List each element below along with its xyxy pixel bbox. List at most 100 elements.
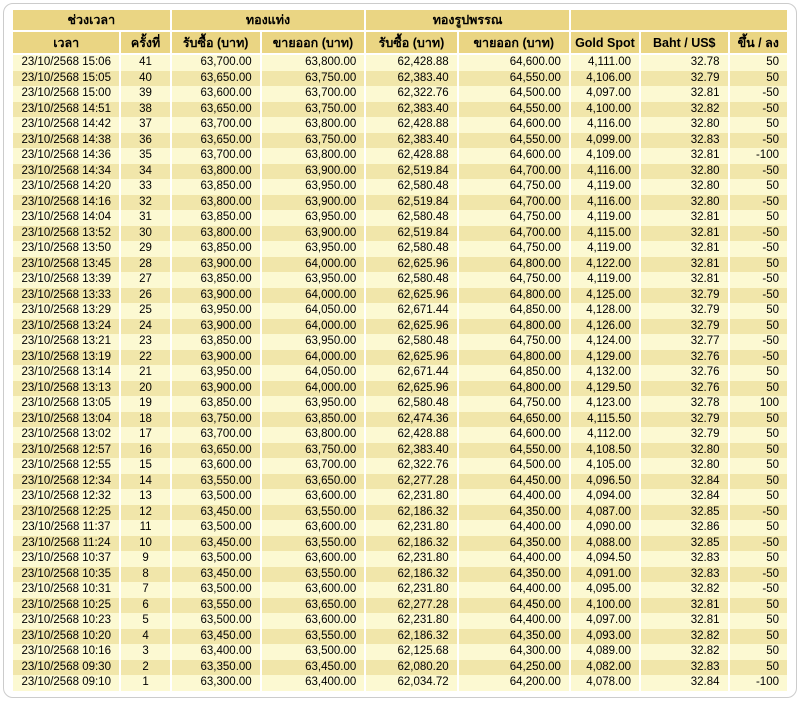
group-header-goldbar: ทองแท่ง	[171, 10, 365, 32]
cell-baht-usd: 32.83	[641, 659, 728, 675]
cell-time: 23/10/2568 13:02	[13, 427, 120, 443]
cell-gold-spot: 4,091.00	[570, 566, 640, 582]
cell-gold-spot: 4,100.00	[570, 101, 640, 117]
cell-time: 23/10/2568 15:06	[13, 55, 120, 71]
cell-ornament-sell: 64,400.00	[458, 582, 569, 598]
cell-baht-usd: 32.79	[641, 70, 728, 86]
cell-time: 23/10/2568 13:50	[13, 241, 120, 257]
cell-time: 23/10/2568 14:04	[13, 210, 120, 226]
table-row: 23/10/2568 14:16 32 63,800.00 63,900.00 62,5…	[13, 194, 787, 210]
cell-round-no: 27	[121, 272, 170, 288]
cell-time: 23/10/2568 14:16	[13, 194, 120, 210]
cell-ornament-buy: 62,671.44	[366, 303, 457, 319]
cell-ornament-sell: 64,400.00	[458, 520, 569, 536]
cell-change: 50	[729, 489, 787, 505]
cell-goldbar-buy: 63,450.00	[171, 566, 260, 582]
cell-baht-usd: 32.80	[641, 179, 728, 195]
cell-baht-usd: 32.83	[641, 566, 728, 582]
cell-goldbar-sell: 63,550.00	[261, 535, 365, 551]
cell-time: 23/10/2568 14:42	[13, 117, 120, 133]
cell-ornament-buy: 62,231.80	[366, 582, 457, 598]
cell-ornament-buy: 62,580.48	[366, 396, 457, 412]
table-row: 23/10/2568 13:05 19 63,850.00 63,950.00 62,5…	[13, 396, 787, 412]
cell-goldbar-buy: 63,450.00	[171, 628, 260, 644]
cell-gold-spot: 4,093.00	[570, 628, 640, 644]
cell-change: 50	[729, 411, 787, 427]
cell-baht-usd: 32.76	[641, 349, 728, 365]
cell-change: -50	[729, 272, 787, 288]
cell-ornament-buy: 62,186.32	[366, 535, 457, 551]
cell-gold-spot: 4,087.00	[570, 504, 640, 520]
cell-goldbar-sell: 64,000.00	[261, 349, 365, 365]
cell-change: 50	[729, 597, 787, 613]
cell-change: 50	[729, 520, 787, 536]
cell-goldbar-buy: 63,900.00	[171, 349, 260, 365]
cell-round-no: 3	[121, 644, 170, 660]
cell-goldbar-sell: 63,550.00	[261, 628, 365, 644]
cell-goldbar-sell: 63,600.00	[261, 582, 365, 598]
cell-change: -50	[729, 334, 787, 350]
cell-time: 23/10/2568 13:52	[13, 225, 120, 241]
cell-gold-spot: 4,105.00	[570, 458, 640, 474]
cell-ornament-buy: 62,519.84	[366, 194, 457, 210]
cell-ornament-sell: 64,600.00	[458, 427, 569, 443]
cell-time: 23/10/2568 12:55	[13, 458, 120, 474]
cell-round-no: 13	[121, 489, 170, 505]
cell-goldbar-buy: 63,700.00	[171, 148, 260, 164]
cell-gold-spot: 4,116.00	[570, 163, 640, 179]
cell-change: -50	[729, 132, 787, 148]
table-row: 23/10/2568 12:55 15 63,600.00 63,700.00 62,3…	[13, 458, 787, 474]
cell-baht-usd: 32.81	[641, 86, 728, 102]
table-row: 23/10/2568 13:24 24 63,900.00 64,000.00 62,6…	[13, 318, 787, 334]
col-header-goldbar-buy: รับซื้อ (บาท)	[171, 32, 260, 55]
cell-ornament-buy: 62,625.96	[366, 349, 457, 365]
table-row: 23/10/2568 13:52 30 63,800.00 63,900.00 62,5…	[13, 225, 787, 241]
cell-baht-usd: 32.81	[641, 148, 728, 164]
table-row: 23/10/2568 12:57 16 63,650.00 63,750.00 62,3…	[13, 442, 787, 458]
cell-baht-usd: 32.82	[641, 101, 728, 117]
cell-ornament-sell: 64,450.00	[458, 473, 569, 489]
cell-change: -50	[729, 287, 787, 303]
cell-gold-spot: 4,078.00	[570, 675, 640, 691]
cell-ornament-sell: 64,450.00	[458, 597, 569, 613]
table-row: 23/10/2568 13:04 18 63,750.00 63,850.00 62,4…	[13, 411, 787, 427]
cell-round-no: 16	[121, 442, 170, 458]
col-header-gold-spot: Gold Spot	[570, 32, 640, 55]
cell-gold-spot: 4,126.00	[570, 318, 640, 334]
cell-ornament-buy: 62,580.48	[366, 272, 457, 288]
cell-baht-usd: 32.81	[641, 613, 728, 629]
cell-goldbar-buy: 63,800.00	[171, 194, 260, 210]
cell-goldbar-sell: 63,500.00	[261, 644, 365, 660]
table-row: 23/10/2568 10:23 5 63,500.00 63,600.00 62,23…	[13, 613, 787, 629]
cell-time: 23/10/2568 09:10	[13, 675, 120, 691]
table-row: 23/10/2568 15:06 41 63,700.00 63,800.00 62,4…	[13, 55, 787, 71]
cell-round-no: 7	[121, 582, 170, 598]
cell-time: 23/10/2568 10:31	[13, 582, 120, 598]
cell-goldbar-sell: 63,800.00	[261, 117, 365, 133]
cell-ornament-buy: 62,322.76	[366, 86, 457, 102]
col-header-up-down: ขึ้น / ลง	[729, 32, 787, 55]
table-row: 23/10/2568 14:51 38 63,650.00 63,750.00 62,3…	[13, 101, 787, 117]
cell-round-no: 10	[121, 535, 170, 551]
cell-ornament-sell: 64,800.00	[458, 287, 569, 303]
cell-round-no: 38	[121, 101, 170, 117]
cell-time: 23/10/2568 14:38	[13, 132, 120, 148]
col-header-time: เวลา	[13, 32, 120, 55]
cell-gold-spot: 4,082.00	[570, 659, 640, 675]
cell-goldbar-buy: 63,400.00	[171, 644, 260, 660]
cell-baht-usd: 32.83	[641, 551, 728, 567]
cell-round-no: 5	[121, 613, 170, 629]
cell-goldbar-sell: 63,950.00	[261, 179, 365, 195]
header-columns-row: เวลา ครั้งที่ รับซื้อ (บาท) ขายออก (บาท) รับ…	[13, 32, 787, 55]
cell-change: 50	[729, 644, 787, 660]
cell-change: 50	[729, 179, 787, 195]
cell-goldbar-sell: 64,000.00	[261, 380, 365, 396]
cell-ornament-buy: 62,231.80	[366, 613, 457, 629]
cell-change: -50	[729, 241, 787, 257]
cell-baht-usd: 32.81	[641, 225, 728, 241]
cell-round-no: 32	[121, 194, 170, 210]
col-header-goldbar-sell: ขายออก (บาท)	[261, 32, 365, 55]
cell-goldbar-sell: 64,000.00	[261, 318, 365, 334]
cell-goldbar-buy: 63,850.00	[171, 179, 260, 195]
cell-time: 23/10/2568 13:21	[13, 334, 120, 350]
